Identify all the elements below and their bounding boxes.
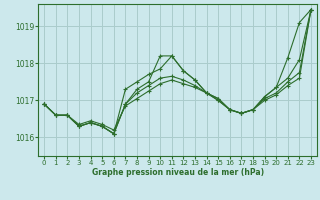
X-axis label: Graphe pression niveau de la mer (hPa): Graphe pression niveau de la mer (hPa) xyxy=(92,168,264,177)
